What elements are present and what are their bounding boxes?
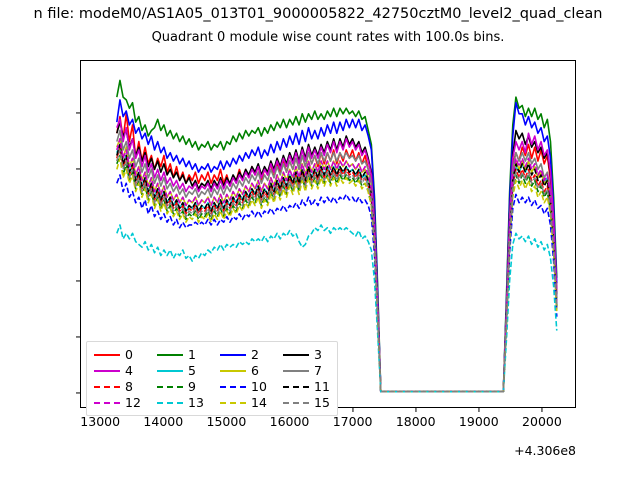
legend-line-swatch: [157, 369, 183, 372]
legend-line-swatch: [220, 401, 246, 404]
x-tick-label: 20000: [522, 414, 562, 429]
legend-item-6[interactable]: 6: [220, 363, 267, 378]
legend-item-5[interactable]: 5: [157, 363, 204, 378]
legend-line-swatch: [220, 353, 246, 356]
legend-line-swatch: [220, 385, 246, 388]
legend-line-swatch: [94, 385, 120, 388]
legend-label: 3: [314, 347, 322, 362]
legend-label: 5: [188, 363, 196, 378]
legend-line-swatch: [94, 369, 120, 372]
legend-label: 6: [251, 363, 259, 378]
x-tick-label: 15000: [206, 414, 247, 429]
legend-label: 15: [314, 395, 330, 410]
legend-item-9[interactable]: 9: [157, 379, 204, 394]
legend-item-3[interactable]: 3: [283, 347, 330, 362]
legend-line-swatch: [220, 369, 246, 372]
x-axis-offset-text: +4.306e8: [514, 443, 576, 458]
legend-label: 8: [125, 379, 133, 394]
legend-line-swatch: [94, 353, 120, 356]
y-tick-mark: [76, 224, 80, 226]
legend-label: 13: [188, 395, 204, 410]
legend-item-8[interactable]: 8: [94, 379, 141, 394]
x-tick-label: 19000: [458, 414, 499, 429]
y-tick-mark: [76, 280, 80, 282]
x-tick-label: 17000: [332, 414, 373, 429]
x-tick-label: 18000: [395, 414, 436, 429]
y-tick-mark: [76, 112, 80, 114]
legend-line-swatch: [283, 401, 309, 404]
legend-label: 14: [251, 395, 267, 410]
legend-label: 10: [251, 379, 267, 394]
legend-label: 4: [125, 363, 133, 378]
x-tick-label: 16000: [269, 414, 310, 429]
figure-suptitle: n file: modeM0/AS1A05_013T01_9000005822_…: [0, 6, 640, 22]
legend-item-2[interactable]: 2: [220, 347, 267, 362]
legend-line-swatch: [157, 401, 183, 404]
x-tick-mark: [415, 408, 417, 412]
legend-item-12[interactable]: 12: [94, 395, 141, 410]
legend-label: 2: [251, 347, 259, 362]
legend-line-swatch: [157, 353, 183, 356]
legend-line-swatch: [283, 353, 309, 356]
legend-label: 12: [125, 395, 141, 410]
y-tick-mark: [76, 168, 80, 170]
suptitle-text: n file: modeM0/AS1A05_013T01_9000005822_…: [33, 6, 603, 22]
x-tick-label: 13000: [80, 414, 121, 429]
legend-label: 11: [314, 379, 330, 394]
legend-line-swatch: [157, 385, 183, 388]
legend-label: 1: [188, 347, 196, 362]
legend-item-15[interactable]: 15: [283, 395, 330, 410]
legend-line-swatch: [283, 369, 309, 372]
legend-line-swatch: [94, 401, 120, 404]
legend-item-13[interactable]: 13: [157, 395, 204, 410]
legend-label: 9: [188, 379, 196, 394]
legend-item-14[interactable]: 14: [220, 395, 267, 410]
legend-label: 0: [125, 347, 133, 362]
x-tick-label: 14000: [143, 414, 184, 429]
y-tick-mark: [76, 392, 80, 394]
series-line-12: [116, 138, 558, 393]
legend-item-10[interactable]: 10: [220, 379, 267, 394]
legend-line-swatch: [283, 385, 309, 388]
x-tick-mark: [352, 408, 354, 412]
legend-item-4[interactable]: 4: [94, 363, 141, 378]
legend-box: 0 1 2 3 4 5 6 7 8 9 10 11 12 13 14 15: [86, 341, 338, 416]
axes-title: Quadrant 0 module wise count rates with …: [151, 30, 505, 45]
legend-item-11[interactable]: 11: [283, 379, 330, 394]
legend-label: 7: [314, 363, 322, 378]
legend-item-7[interactable]: 7: [283, 363, 330, 378]
x-tick-mark: [478, 408, 480, 412]
legend-item-0[interactable]: 0: [94, 347, 141, 362]
x-tick-mark: [541, 408, 543, 412]
legend-item-1[interactable]: 1: [157, 347, 204, 362]
series-canvas: [116, 79, 558, 393]
series-line-15: [116, 149, 558, 393]
y-tick-mark: [76, 336, 80, 338]
